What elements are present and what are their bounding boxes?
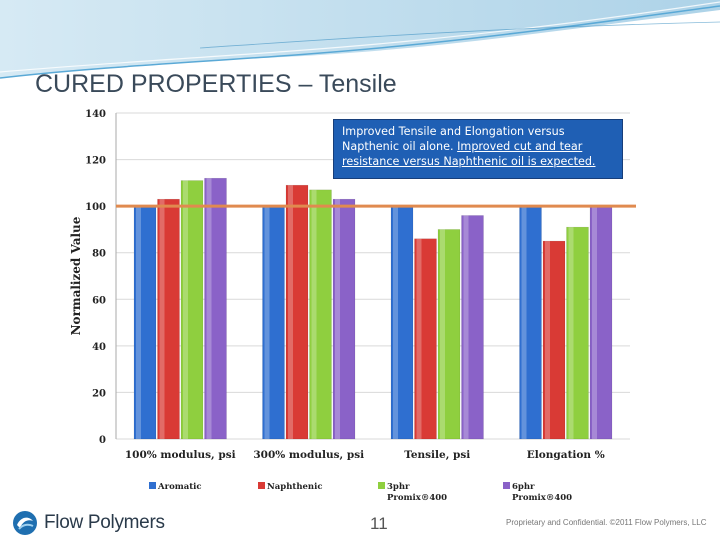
bar-highlight: [264, 206, 270, 439]
y-tick-label: 0: [99, 435, 106, 446]
bar-6phr-1: [332, 198, 356, 440]
legend-label: Aromatic: [157, 482, 202, 492]
logo-text: Flow Polymers: [44, 512, 165, 533]
bar-highlight: [159, 199, 165, 439]
legend-swatch-naphthenic: [258, 482, 265, 489]
x-tick-label: Tensile, psi: [404, 449, 470, 461]
header-wave-banner: [0, 0, 720, 79]
bar-highlight: [416, 238, 422, 439]
callout-line1: Improved Tensile and Elongation versus N…: [342, 125, 565, 153]
footer-logo: Flow Polymers: [12, 509, 165, 537]
footer-copyright: Proprietary and Confidential. ©2011 Flow…: [506, 518, 707, 527]
bar-highlight: [521, 206, 527, 439]
legend-swatch-6phr: [503, 482, 510, 489]
bar-highlight: [568, 227, 574, 439]
y-tick-label: 80: [92, 249, 106, 260]
y-axis-title: Normalized Value: [69, 216, 83, 335]
x-tick-label: Elongation %: [527, 449, 605, 461]
bar-highlight: [311, 189, 317, 439]
bar-highlight: [335, 199, 340, 439]
legend-label-line2: Promix®400: [512, 493, 572, 503]
bar-3phr-1: [309, 189, 332, 440]
legend-swatch-aromatic: [149, 482, 156, 489]
legend-label: 3phr: [387, 482, 410, 492]
bar-highlight: [463, 215, 469, 439]
x-tick-label: 100% modulus, psi: [125, 449, 236, 461]
bars: [133, 177, 613, 440]
slide-title: CURED PROPERTIES – Tensile: [35, 70, 397, 98]
x-tick-label: 300% modulus, psi: [253, 449, 364, 461]
bar-highlight: [592, 206, 597, 439]
legend-swatch-3phr: [378, 482, 385, 489]
y-tick-label: 20: [92, 388, 106, 399]
x-tick-labels: 100% modulus, psi 300% modulus, psi Tensil…: [125, 449, 605, 461]
callout-box: Improved Tensile and Elongation versus N…: [333, 119, 623, 179]
bar-3phr-0: [180, 180, 204, 440]
y-tick-label: 120: [85, 156, 106, 167]
bar-6phr-0: [204, 177, 227, 440]
legend-label-line2: Promix®400: [387, 493, 447, 503]
bar-highlight: [288, 185, 293, 439]
flow-polymers-logo-icon: [13, 511, 37, 535]
legend-label: Naphthenic: [267, 482, 323, 492]
legend: Aromatic Naphthenic 3phrPromix®4006phrProm…: [149, 482, 572, 503]
legend-label: 6phr: [512, 482, 535, 492]
bar-naphthenic-0: [157, 198, 180, 440]
bar-3phr-2: [437, 229, 461, 440]
bar-highlight: [545, 241, 550, 439]
y-tick-label: 140: [85, 109, 106, 120]
y-tick-labels: 0 20 40 60 80 100 120 140: [85, 109, 106, 446]
bar-naphthenic-2: [414, 238, 437, 440]
bar-naphthenic-3: [542, 240, 566, 440]
y-tick-label: 100: [85, 202, 106, 213]
callout-line2: Improved cut and tear resistance versus …: [342, 140, 596, 168]
bar-6phr-2: [461, 215, 484, 440]
y-tick-label: 40: [92, 342, 106, 353]
bar-highlight: [183, 180, 188, 439]
bar-highlight: [136, 206, 141, 439]
bar-naphthenic-1: [285, 184, 309, 440]
y-tick-label: 60: [92, 295, 106, 306]
bar-highlight: [393, 206, 398, 439]
bar-3phr-3: [566, 226, 589, 440]
bar-highlight: [440, 229, 445, 439]
page-number: 11: [370, 514, 388, 533]
bar-highlight: [206, 178, 212, 439]
